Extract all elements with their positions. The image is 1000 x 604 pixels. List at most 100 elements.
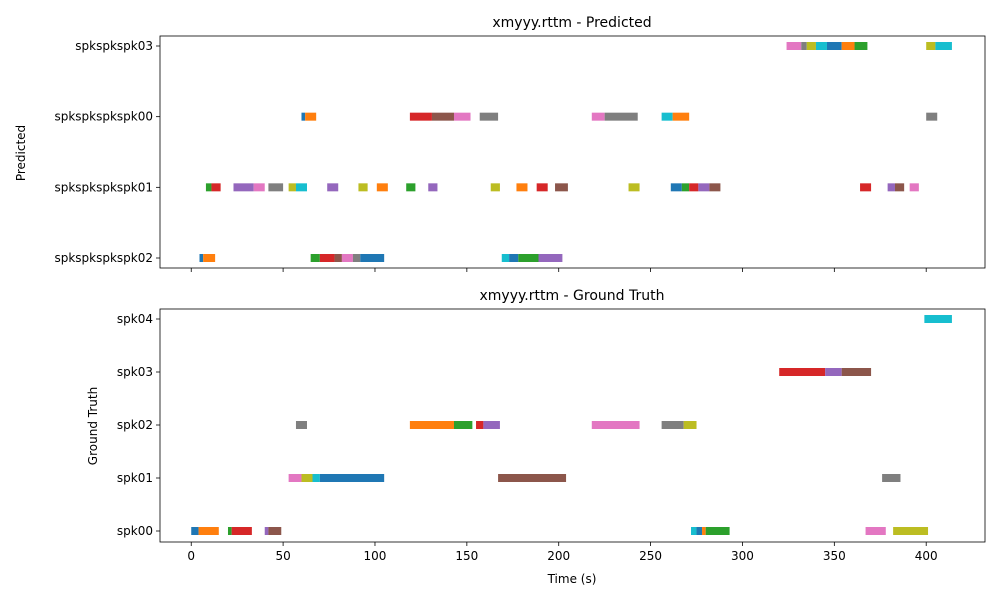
ground-truth-segment [691,527,697,535]
ground-truth-xtick-label: 200 [547,549,570,563]
predicted-segment [310,254,320,262]
ground-truth-segment [288,474,302,482]
ground-truth-segment [865,527,886,535]
ground-truth-ytick-label: spk01 [117,471,153,485]
predicted-segment [453,112,471,121]
ground-truth-ytick-label: spk02 [117,418,153,432]
ground-truth-segment [882,474,901,482]
ground-truth-xtick-label: 300 [731,549,754,563]
predicted-segment [516,183,528,192]
predicted-segment [909,183,919,192]
ground-truth-segment [476,421,484,429]
ground-truth-segment [453,421,473,429]
predicted-segment [509,254,519,262]
ground-truth-segment [264,527,269,535]
ground-truth-xtick-label: 150 [455,549,478,563]
predicted-segment [709,183,721,192]
ground-truth-segment [683,421,697,429]
predicted-segment [199,254,204,262]
ground-truth-segment [191,527,199,535]
predicted-segment [479,112,499,121]
predicted-segment [826,42,842,50]
ground-truth-subplot: xmyyy.rttm - Ground Truth 0 50 100 150 200 25… [86,288,986,586]
predicted-segment [926,112,938,121]
predicted-segment [341,254,353,262]
predicted-segment [538,254,563,262]
predicted-segment [894,183,905,192]
predicted-segment [689,183,699,192]
ground-truth-segment [301,474,313,482]
predicted-ytick-label: spkspkspkspk02 [54,251,153,265]
predicted-ytick-label: spkspkspk03 [75,39,153,53]
predicted-segment [806,42,816,50]
ground-truth-xtick-label: 100 [364,549,387,563]
ground-truth-segment [227,527,232,535]
predicted-segment [536,183,548,192]
predicted-segment [490,183,500,192]
predicted-segment [203,254,216,262]
predicted-segment [305,112,317,121]
ground-truth-xtick-label: 250 [639,549,662,563]
predicted-segment [518,254,539,262]
ground-truth-ytick-label: spk00 [117,524,153,538]
predicted-segment [301,112,306,121]
ground-truth-xtick-label: 0 [187,549,195,563]
predicted-segment [233,183,254,192]
ground-truth-title: xmyyy.rttm - Ground Truth [480,288,665,304]
predicted-segment [841,42,855,50]
predicted-segment [860,183,872,192]
predicted-segment [334,254,342,262]
ground-truth-segment [591,421,640,429]
predicted-ytick-label: spkspkspkspk00 [54,110,153,124]
ground-truth-ytick-label: spk03 [117,365,153,379]
ground-truth-segment [231,527,252,535]
ground-truth-segment [924,315,952,323]
predicted-segment [801,42,807,50]
predicted-segment [406,183,416,192]
predicted-segment [352,254,361,262]
predicted-segment [681,183,690,192]
predicted-axes-frame [159,35,986,269]
predicted-segment [661,112,673,121]
predicted-segment [358,183,368,192]
predicted-segment [887,183,895,192]
predicted-segment [268,183,284,192]
predicted-segment [501,254,510,262]
predicted-segment [698,183,710,192]
ground-truth-ylabel: Ground Truth [86,387,100,465]
predicted-segment [854,42,868,50]
ground-truth-segment [498,474,567,482]
predicted-segment [319,254,335,262]
predicted-segment [253,183,265,192]
ground-truth-segment [483,421,500,429]
predicted-ylabel: Predicted [14,125,28,181]
predicted-segment [926,42,936,50]
ground-truth-segment [841,368,872,376]
predicted-segment [431,112,454,121]
predicted-segment [360,254,385,262]
ground-truth-ytick-label: spk04 [117,312,153,326]
predicted-segment [672,112,690,121]
predicted-title: xmyyy.rttm - Predicted [492,15,651,31]
predicted-segment [786,42,802,50]
predicted-segment [555,183,568,192]
predicted-segment [591,112,605,121]
ground-truth-segment [779,368,826,376]
predicted-segment [327,183,339,192]
predicted-segment [288,183,296,192]
ground-truth-segment [409,421,454,429]
ground-truth-segment [661,421,684,429]
predicted-ytick-label: spkspkspkspk01 [54,180,153,194]
ground-truth-segment [295,421,307,429]
predicted-segment [428,183,438,192]
predicted-segment [604,112,638,121]
predicted-segment [935,42,952,50]
ground-truth-xlabel: Time (s) [547,572,597,586]
predicted-segment [409,112,432,121]
ground-truth-segment [893,527,929,535]
ground-truth-segment [825,368,842,376]
ground-truth-segment [696,527,703,535]
predicted-segment [815,42,827,50]
predicted-segment [376,183,388,192]
ground-truth-segment [705,527,730,535]
